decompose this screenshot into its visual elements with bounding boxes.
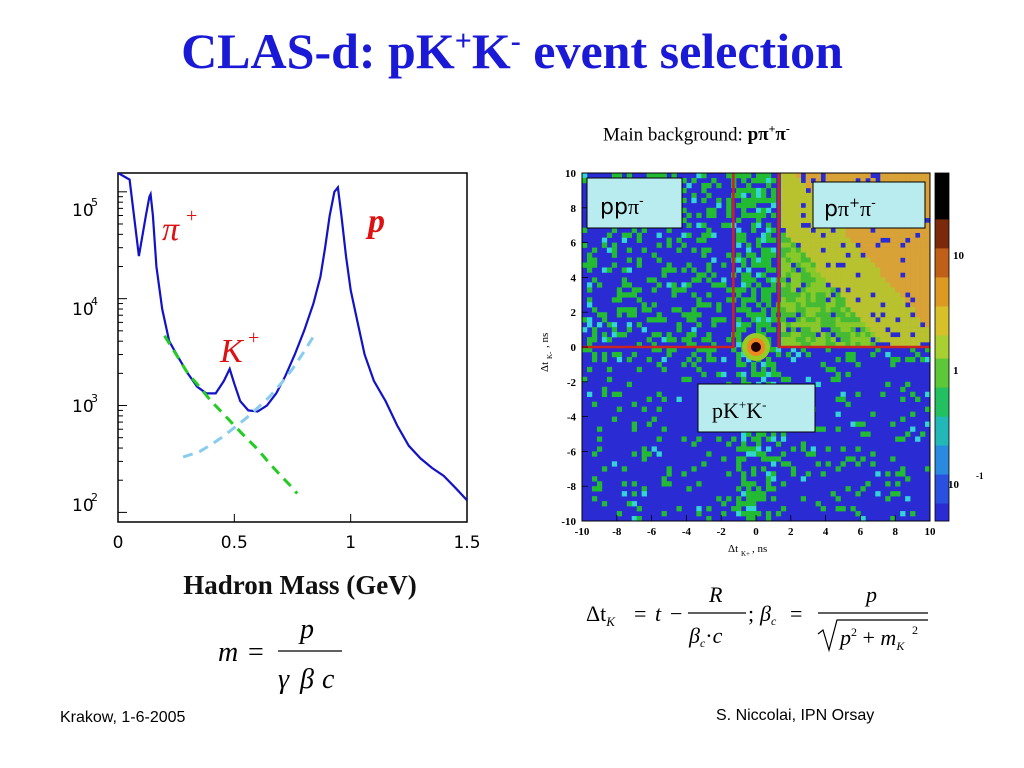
mass-x-tick: 0 <box>113 533 124 553</box>
mass-x-tick: 1 <box>345 533 356 553</box>
heatmap-x-tick: -4 <box>682 526 692 538</box>
svg-text:10: 10 <box>72 496 94 516</box>
svg-text:Δt: Δt <box>539 362 551 372</box>
cut-line-right <box>777 173 930 349</box>
proton-annotation: p <box>365 203 385 240</box>
svg-text:+: + <box>248 327 259 349</box>
colorbar-tick: 1 <box>953 365 959 377</box>
svg-text:2: 2 <box>91 491 98 504</box>
mass-x-tick: 0.5 <box>221 533 248 553</box>
mass-x-tick: 1.5 <box>453 533 480 553</box>
dt-formula: ΔtK = t − R βc·c ; βc = p p2 + mK 2 <box>586 582 928 653</box>
svg-text:β: β <box>299 664 314 695</box>
heatmap-y-tick: -10 <box>561 516 576 528</box>
mass-y-tick: 102 <box>72 491 98 516</box>
heatmap-x-tick: -2 <box>717 526 727 538</box>
heatmap-x-tick: -8 <box>612 526 622 538</box>
svg-text:5: 5 <box>91 196 98 209</box>
svg-text:4: 4 <box>91 295 98 308</box>
heatmap-y-tick: 2 <box>571 307 577 319</box>
pion-annotation: π + <box>162 205 197 248</box>
region-label-pp-pi: ppπ- <box>586 177 683 229</box>
heatmap-y-tick: -2 <box>567 377 577 389</box>
heatmap-colorbar: 10 1 10 -1 <box>934 172 984 522</box>
heatmap-x-tick: 10 <box>925 526 937 538</box>
heatmap-y-tick: -8 <box>567 481 577 493</box>
svg-text:p: p <box>864 582 877 607</box>
heatmap-y-tick: 0 <box>571 342 577 354</box>
svg-text:βc: βc <box>759 601 777 628</box>
heatmap-x-tick: 2 <box>788 526 794 538</box>
heatmap-y-tick: -6 <box>567 446 577 458</box>
footer-author: S. Niccolai, IPN Orsay <box>716 707 875 724</box>
region-label-p-pipi: pπ+π- <box>812 181 926 229</box>
heatmap-x-tick: 8 <box>892 526 898 538</box>
svg-text:ppπ-: ppπ- <box>600 194 644 220</box>
svg-text:=: = <box>248 637 264 668</box>
heatmap-x-tick: 6 <box>858 526 864 538</box>
mass-y-tick: 105 <box>72 196 98 221</box>
svg-text:=: = <box>790 601 802 626</box>
svg-text:R: R <box>708 582 723 607</box>
svg-text:ΔtK: ΔtK <box>586 601 616 629</box>
mass-y-tick: 103 <box>72 392 98 417</box>
svg-text:10: 10 <box>72 201 94 221</box>
heatmap-y-tick: 4 <box>571 272 577 284</box>
svg-text:pπ+π-: pπ+π- <box>824 196 876 222</box>
region-label-pkk: pK+K- <box>697 383 816 433</box>
svg-text:10: 10 <box>948 479 960 491</box>
svg-text:pK+K-: pK+K- <box>712 397 766 423</box>
footer-location-date: Krakow, 1-6-2005 <box>60 709 186 726</box>
svg-text:2: 2 <box>912 623 918 637</box>
kaon-annotation: K + <box>219 327 259 370</box>
svg-text:+: + <box>186 205 197 227</box>
heatmap-x-axis-label: Δt K+ , ns <box>728 543 767 558</box>
svg-text:, ns: , ns <box>752 543 767 555</box>
svg-text:10: 10 <box>72 300 94 320</box>
svg-text:c: c <box>322 664 335 695</box>
svg-text:K+: K+ <box>741 550 750 558</box>
mass-x-axis-label: Hadron Mass (GeV) <box>183 570 417 600</box>
svg-text:-1: -1 <box>976 471 984 481</box>
svg-text:−: − <box>670 601 682 626</box>
svg-text:K-: K- <box>546 351 554 359</box>
svg-text:p2 + mK: p2 + mK <box>838 625 905 653</box>
heatmap-x-tick: -6 <box>647 526 657 538</box>
svg-text:t: t <box>655 601 662 626</box>
mass-formula: m = p γ β c <box>218 614 342 695</box>
svg-text:p: p <box>298 614 314 645</box>
svg-text:=: = <box>634 601 646 626</box>
cut-line-left <box>582 173 735 349</box>
heatmap-y-tick: 6 <box>571 238 577 250</box>
heatmap-y-axis-label: Δt K- , ns <box>539 333 554 372</box>
svg-text:;: ; <box>748 601 754 626</box>
mass-spectrum-chart: Hadron Mass (GeV) 0 0.5 1 1.5 105 104 10… <box>72 172 481 600</box>
svg-text:3: 3 <box>91 392 98 405</box>
colorbar-tick: 10 -1 <box>948 471 984 491</box>
svg-text:10: 10 <box>72 397 94 417</box>
mass-y-tick: 104 <box>72 295 98 320</box>
heatmap-x-tick: 0 <box>753 526 759 538</box>
timing-heatmap: -10 -8 -6 -4 -2 0 2 4 6 8 10 10 8 6 4 2 … <box>539 168 936 558</box>
svg-text:π: π <box>162 211 180 248</box>
svg-text:K: K <box>219 333 245 370</box>
background-caption: Main background: pπ+π- <box>603 122 790 146</box>
svg-text:m: m <box>218 637 238 668</box>
svg-text:γ: γ <box>278 664 290 695</box>
colorbar-tick: 10 <box>953 250 965 262</box>
heatmap-y-tick: -4 <box>567 412 577 424</box>
slide-title: CLAS-d: pK+K- event selection <box>181 23 843 79</box>
heatmap-y-tick: 8 <box>571 203 577 215</box>
mass-plot-frame <box>117 172 468 523</box>
heatmap-x-tick: -10 <box>575 526 590 538</box>
svg-text:, ns: , ns <box>539 333 551 348</box>
svg-text:Δt: Δt <box>728 543 738 555</box>
svg-text:βc·c: βc·c <box>688 623 723 650</box>
heatmap-x-tick: 4 <box>823 526 829 538</box>
heatmap-y-tick: 10 <box>565 168 577 180</box>
svg-text:p: p <box>365 203 385 240</box>
